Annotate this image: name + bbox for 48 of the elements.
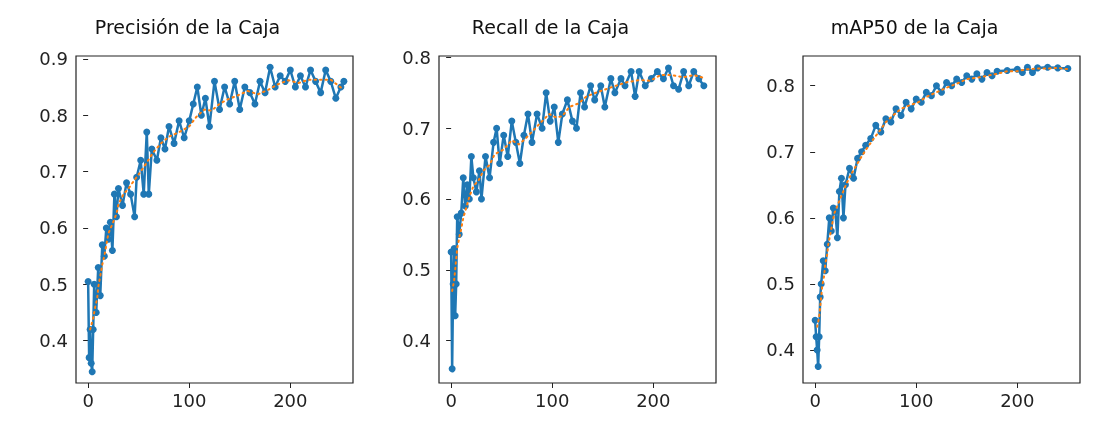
- y-tick-label: 0.6: [39, 217, 68, 239]
- x-tick-label: 0: [809, 389, 821, 411]
- x-tick-label: 0: [445, 389, 458, 411]
- point: [833, 234, 841, 242]
- point: [825, 214, 833, 222]
- x-tick-label: 100: [898, 389, 934, 411]
- point: [813, 346, 821, 354]
- y-tick-label: 0.9: [39, 48, 68, 70]
- y-tick-label: 0.8: [766, 75, 795, 97]
- y-tick-label: 0.7: [402, 117, 432, 139]
- chart-title: mAP50 de la Caja: [830, 15, 999, 38]
- point: [871, 121, 879, 129]
- x-tick-label: 100: [172, 389, 207, 411]
- x-tick-label: 100: [535, 389, 570, 411]
- point: [932, 82, 940, 90]
- chart-title: Recall de la Caja: [472, 15, 630, 38]
- y-tick-label: 0.7: [766, 141, 795, 163]
- x-tick-label: 200: [273, 389, 308, 411]
- y-tick-label: 0.5: [402, 259, 432, 281]
- point: [902, 98, 910, 106]
- y-tick-label: 0.5: [39, 273, 68, 295]
- y-tick-label: 0.4: [402, 330, 432, 352]
- point: [952, 75, 960, 83]
- point: [973, 70, 981, 78]
- y-tick-label: 0.8: [39, 104, 68, 126]
- y-tick-label: 0.6: [766, 207, 795, 229]
- y-tick-label: 0.6: [402, 188, 432, 210]
- y-tick-label: 0.5: [766, 273, 795, 295]
- y-tick-label: 0.7: [39, 161, 68, 183]
- x-tick-label: 200: [636, 389, 671, 411]
- point: [897, 111, 905, 119]
- chart-title: Precisión de la Caja: [94, 15, 281, 38]
- y-tick-label: 0.8: [402, 46, 432, 68]
- point: [845, 164, 853, 172]
- x-tick-label: 200: [999, 389, 1035, 411]
- point: [983, 69, 991, 77]
- point: [861, 141, 869, 149]
- point: [942, 78, 950, 86]
- point: [837, 174, 845, 182]
- x-tick-label: 0: [82, 389, 94, 411]
- point: [849, 174, 857, 182]
- point: [922, 88, 930, 96]
- y-tick-label: 0.4: [39, 330, 68, 352]
- point: [839, 214, 847, 222]
- point: [907, 105, 915, 113]
- point: [814, 362, 822, 370]
- point: [1028, 69, 1036, 77]
- y-tick-label: 0.4: [766, 339, 795, 361]
